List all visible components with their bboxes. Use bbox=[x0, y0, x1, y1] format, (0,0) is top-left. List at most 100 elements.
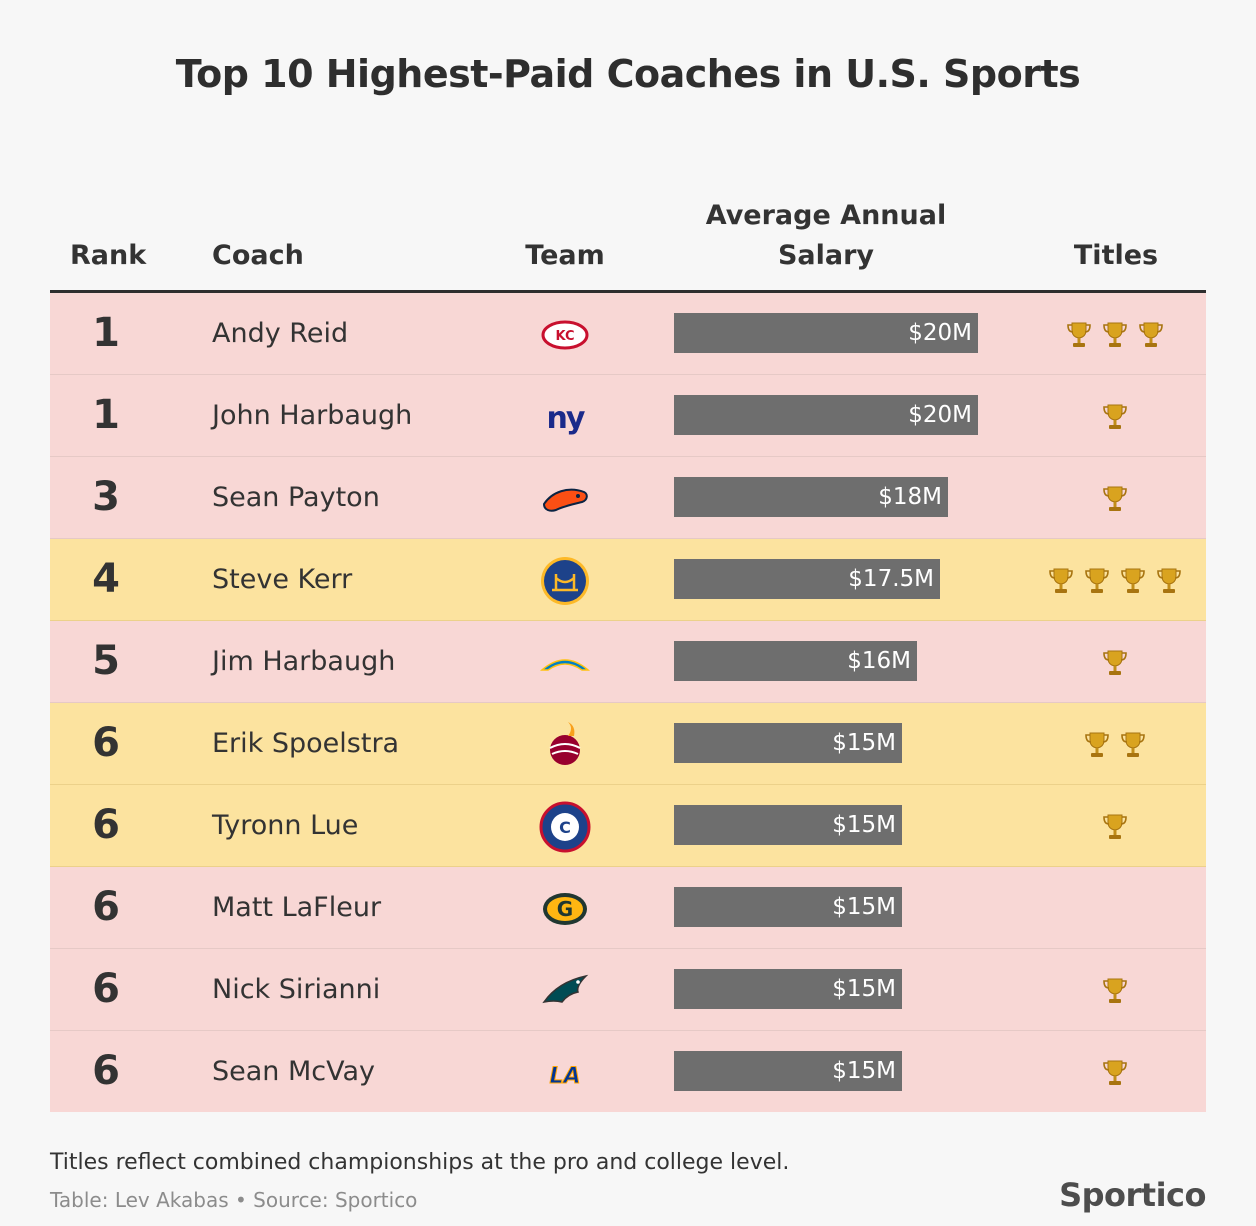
chargers-logo-icon bbox=[539, 659, 591, 671]
salary-label: $15M bbox=[832, 894, 896, 920]
coach-name: Nick Sirianni bbox=[212, 974, 381, 1005]
titles-cell bbox=[1040, 1055, 1190, 1089]
trophy-icon bbox=[1049, 568, 1073, 593]
titles-cell bbox=[1040, 727, 1190, 761]
broncos-logo-icon bbox=[542, 488, 588, 512]
coach-name: John Harbaugh bbox=[212, 400, 413, 431]
svg-text:LA: LA bbox=[549, 1064, 580, 1089]
table-row: 6 Nick Sirianni $15M bbox=[50, 949, 1206, 1031]
titles-cell bbox=[1040, 973, 1190, 1007]
table-row: 1 Andy Reid KC $20M bbox=[50, 293, 1206, 375]
coach-name: Tyronn Lue bbox=[212, 810, 359, 841]
table-row: 4 Steve Kerr $17.5M bbox=[50, 539, 1206, 621]
salary-bar bbox=[674, 723, 902, 763]
trophy-icon bbox=[1121, 568, 1145, 593]
trophy-icon bbox=[1103, 814, 1127, 839]
salary-bar-area: $18M bbox=[674, 457, 1014, 538]
salary-label: $15M bbox=[832, 812, 896, 838]
titles-cell bbox=[1040, 563, 1190, 597]
trophy-icon bbox=[1103, 650, 1127, 675]
salary-bar bbox=[674, 805, 902, 845]
trophy-icon bbox=[1103, 978, 1127, 1003]
header-salary: Average Annual Salary bbox=[676, 196, 976, 276]
trophy-icon bbox=[1139, 322, 1163, 347]
coach-name: Sean McVay bbox=[212, 1056, 376, 1087]
salary-label: $15M bbox=[832, 976, 896, 1002]
salary-bar-area: $16M bbox=[674, 621, 1014, 702]
rank-value: 6 bbox=[92, 720, 120, 766]
salary-bar-area: $15M bbox=[674, 949, 1014, 1030]
salary-label: $18M bbox=[878, 484, 942, 510]
trophy-icon bbox=[1103, 322, 1127, 347]
salary-bar bbox=[674, 313, 978, 353]
rank-value: 6 bbox=[92, 966, 120, 1012]
svg-text:ny: ny bbox=[547, 401, 586, 436]
coach-name: Steve Kerr bbox=[212, 564, 353, 595]
salary-label: $15M bbox=[832, 1058, 896, 1084]
salary-label: $15M bbox=[832, 730, 896, 756]
rank-value: 6 bbox=[92, 1048, 120, 1094]
source-credit: Table: Lev Akabas • Source: Sportico bbox=[50, 1188, 418, 1212]
svg-text:G: G bbox=[557, 897, 573, 921]
header-team: Team bbox=[525, 240, 605, 271]
header-titles: Titles bbox=[1073, 240, 1159, 271]
titles-cell bbox=[1040, 481, 1190, 515]
salary-bar bbox=[674, 969, 902, 1009]
trophy-icon bbox=[1103, 1060, 1127, 1085]
rank-value: 6 bbox=[92, 884, 120, 930]
footnote: Titles reflect combined championships at… bbox=[50, 1150, 790, 1175]
table-row: 6 Sean McVay LA $15M bbox=[50, 1031, 1206, 1112]
salary-bar-area: $20M bbox=[674, 293, 1014, 374]
titles-cell bbox=[1040, 891, 1190, 925]
trophy-icon bbox=[1103, 486, 1127, 511]
sportico-logo: Sportico bbox=[1059, 1176, 1206, 1214]
heat-logo-icon bbox=[549, 722, 581, 765]
header-salary-line1: Average Annual bbox=[705, 200, 947, 231]
trophy-icon bbox=[1157, 568, 1181, 593]
salary-label: $20M bbox=[908, 402, 972, 428]
header-salary-line2: Salary bbox=[777, 240, 875, 271]
trophy-icon bbox=[1085, 732, 1109, 757]
rank-value: 5 bbox=[92, 638, 120, 684]
salary-bar-area: $20M bbox=[674, 375, 1014, 456]
table-row: 1 John Harbaugh ny $20M bbox=[50, 375, 1206, 457]
trophy-icon bbox=[1121, 732, 1145, 757]
salary-bar-area: $15M bbox=[674, 867, 1014, 948]
coach-name: Jim Harbaugh bbox=[212, 646, 396, 677]
header-rank: Rank bbox=[70, 240, 147, 271]
salary-bar-area: $17.5M bbox=[674, 539, 1014, 620]
coach-name: Matt LaFleur bbox=[212, 892, 382, 923]
titles-cell bbox=[1040, 399, 1190, 433]
coach-name: Andy Reid bbox=[212, 318, 349, 349]
rank-value: 1 bbox=[92, 392, 120, 438]
coach-name: Sean Payton bbox=[212, 482, 380, 513]
packers-logo-icon: G bbox=[543, 893, 587, 925]
salary-bar bbox=[674, 641, 917, 681]
table-row: 6 Erik Spoelstra $15M bbox=[50, 703, 1206, 785]
rank-value: 1 bbox=[92, 310, 120, 356]
chart-title: Top 10 Highest-Paid Coaches in U.S. Spor… bbox=[175, 52, 1081, 96]
salary-label: $20M bbox=[908, 320, 972, 346]
salary-bar bbox=[674, 477, 948, 517]
warriors-logo-icon bbox=[541, 557, 589, 605]
table-row: 6 Tyronn Lue C $15M bbox=[50, 785, 1206, 867]
titles-cell bbox=[1040, 645, 1190, 679]
header-rule bbox=[50, 290, 1206, 293]
salary-label: $16M bbox=[847, 648, 911, 674]
salary-bar bbox=[674, 1051, 902, 1091]
chiefs-logo-icon: KC bbox=[541, 320, 589, 350]
giants-logo-icon: ny bbox=[547, 401, 588, 436]
trophy-icon bbox=[1067, 322, 1091, 347]
coach-table: 1 Andy Reid KC $20M 1 John Harbaugh ny $20M 3 Sea… bbox=[50, 293, 1206, 1112]
titles-cell bbox=[1040, 317, 1190, 351]
salary-bar bbox=[674, 887, 902, 927]
salary-bar bbox=[674, 395, 978, 435]
table-row: 5 Jim Harbaugh $16M bbox=[50, 621, 1206, 703]
table-row: 3 Sean Payton $18M bbox=[50, 457, 1206, 539]
salary-bar-area: $15M bbox=[674, 703, 1014, 784]
rank-value: 4 bbox=[92, 556, 120, 602]
svg-text:C: C bbox=[559, 818, 571, 837]
trophy-icon bbox=[1085, 568, 1109, 593]
table-row: 6 Matt LaFleur G $15M bbox=[50, 867, 1206, 949]
titles-cell bbox=[1040, 809, 1190, 843]
